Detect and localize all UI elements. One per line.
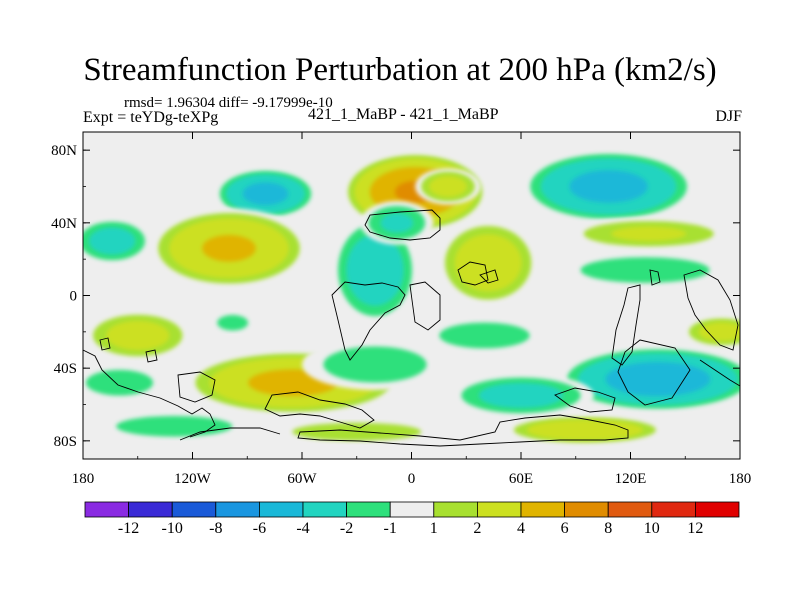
colorbar-box xyxy=(346,501,391,518)
colorbar-label: 8 xyxy=(604,520,612,537)
colorbar-box xyxy=(564,501,609,518)
contour-band xyxy=(478,382,564,409)
colorbar: -12 -10 -8 -6 -4 -2 -1 1 2 4 6 8 10 12 xyxy=(84,501,740,537)
contour-band xyxy=(346,234,404,306)
colorbar-label: -12 xyxy=(118,520,139,537)
experiment-label: Expt = teYDg-teXPg xyxy=(83,109,219,126)
x-tick-label: 180 xyxy=(72,471,95,487)
anomaly-17 xyxy=(557,346,740,412)
colorbar-box xyxy=(520,501,565,518)
x-tick-label: 60W xyxy=(287,471,317,487)
colorbar-label: -8 xyxy=(209,520,222,537)
x-tick-label: 60E xyxy=(509,471,533,487)
colorbar-label: -1 xyxy=(384,520,397,537)
contour-band xyxy=(202,234,256,262)
colorbar-label: 4 xyxy=(517,520,525,537)
season-label: DJF xyxy=(715,108,742,125)
contour-band xyxy=(526,419,643,441)
colorbar-box xyxy=(128,501,173,518)
contour-band xyxy=(106,320,170,351)
contour-band xyxy=(698,322,740,342)
colorbar-box xyxy=(84,501,129,518)
colorbar-box xyxy=(389,501,435,518)
chart-title: Streamfunction Perturbation at 200 hPa (… xyxy=(83,52,717,88)
anomaly-20 xyxy=(502,415,667,445)
contour-band xyxy=(242,182,289,206)
colorbar-box xyxy=(171,501,217,518)
anomaly-12 xyxy=(83,364,167,401)
contour-band xyxy=(605,361,711,397)
anomaly-11 xyxy=(83,310,193,361)
anomaly-5 xyxy=(83,217,153,265)
contour-band xyxy=(569,170,648,203)
anomaly-8 xyxy=(437,219,540,307)
y-tick-label: 80N xyxy=(51,143,77,159)
colorbar-box xyxy=(215,501,260,518)
x-tick-label: 120E xyxy=(615,471,647,487)
colorbar-label: 10 xyxy=(644,520,660,537)
y-tick-label: 80S xyxy=(54,434,77,450)
anomaly-22 xyxy=(92,411,257,441)
contour-band xyxy=(85,369,154,396)
contour-band xyxy=(89,227,136,255)
contour-band xyxy=(323,346,427,383)
colorbar-label: 12 xyxy=(687,520,703,537)
rmsd-diff-stats: rmsd= 1.96304 diff= -9.17999e-10 xyxy=(124,95,333,111)
y-tick-label: 40N xyxy=(51,216,77,232)
colorbar-label: 6 xyxy=(561,520,569,537)
contour-band xyxy=(439,322,530,349)
y-tick-label: 0 xyxy=(70,289,78,305)
colorbar-box xyxy=(476,501,522,518)
colorbar-label: -4 xyxy=(296,520,309,537)
y-tick-label: 40S xyxy=(54,361,77,377)
contour-field xyxy=(83,150,740,445)
colorbar-box xyxy=(433,501,478,518)
contour-band xyxy=(217,315,249,331)
colorbar-box xyxy=(695,501,740,518)
contour-band xyxy=(580,257,710,283)
colorbar-label: 2 xyxy=(473,520,481,537)
colorbar-box xyxy=(651,501,696,518)
anomaly-21 xyxy=(265,419,448,445)
chart-subtitle: 421_1_MaBP - 421_1_MaBP xyxy=(308,106,499,123)
contour-band xyxy=(611,226,687,242)
colorbar-label: -6 xyxy=(253,520,266,537)
contour-band xyxy=(429,176,467,197)
contour-band xyxy=(380,213,414,233)
anomaly-10 xyxy=(553,251,737,289)
anomaly-1 xyxy=(415,168,481,205)
x-tick-label: 0 xyxy=(408,471,416,487)
colorbar-label: -10 xyxy=(162,520,183,537)
contour-band xyxy=(292,422,422,441)
anomaly-4 xyxy=(148,208,310,289)
contour-band xyxy=(116,416,233,437)
colorbar-box xyxy=(302,501,347,518)
anomaly-7 xyxy=(360,201,434,245)
contour-band xyxy=(454,234,522,292)
anomaly-13 xyxy=(210,311,255,334)
colorbar-label: 1 xyxy=(430,520,438,537)
coastlines xyxy=(83,209,740,447)
anomaly-18 xyxy=(448,373,594,418)
anomaly-2 xyxy=(214,168,317,220)
colorbar-box xyxy=(258,501,304,518)
anomaly-19 xyxy=(681,315,740,349)
x-tick-label: 180 xyxy=(729,471,752,487)
anomaly-16 xyxy=(420,317,549,354)
colorbar-label: -2 xyxy=(340,520,353,537)
x-tick-label: 120W xyxy=(174,471,212,487)
anomaly-9 xyxy=(564,217,733,251)
axes: 180 120W 60W 0 60E 120E 180 80N 40N 0 40S 80S xyxy=(51,132,751,487)
anomaly-15 xyxy=(302,339,448,390)
anomaly-3 xyxy=(521,150,697,223)
colorbar-box xyxy=(607,501,653,518)
